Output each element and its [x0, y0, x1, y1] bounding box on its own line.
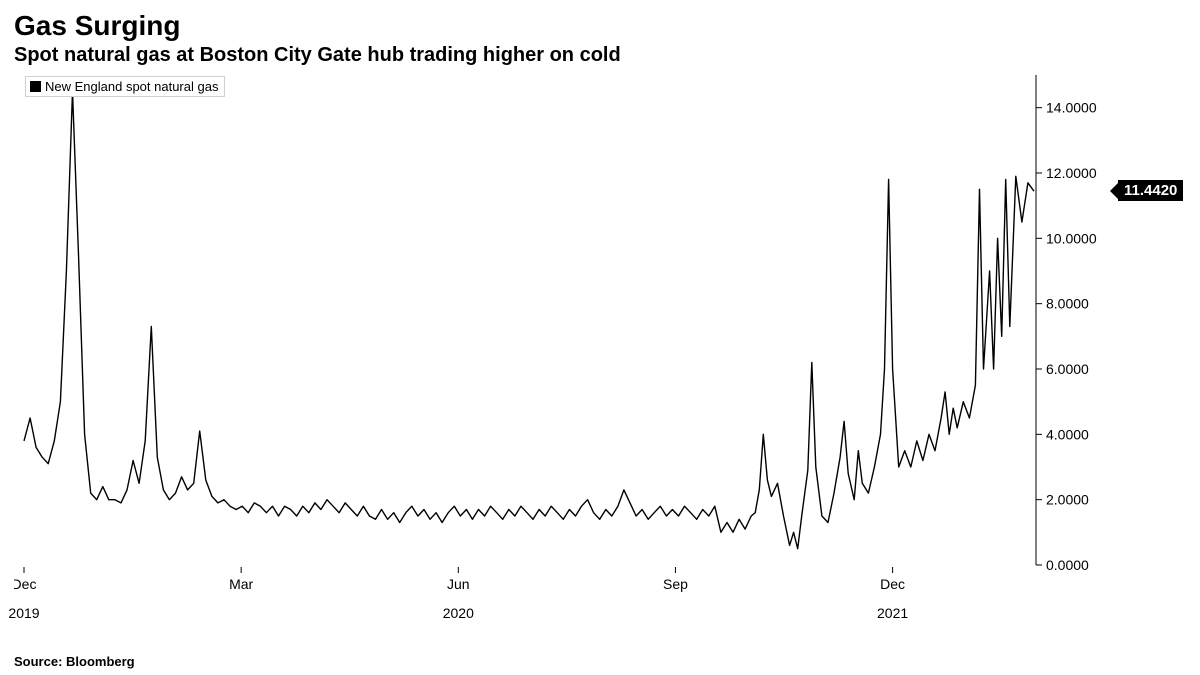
svg-text:Sep: Sep	[663, 576, 688, 592]
svg-text:2.0000: 2.0000	[1046, 492, 1089, 508]
last-value-text: 11.4420	[1124, 182, 1177, 199]
svg-text:Dec: Dec	[14, 576, 36, 592]
x-year-label: 2021	[877, 605, 908, 621]
svg-text:Jun: Jun	[447, 576, 470, 592]
svg-text:8.0000: 8.0000	[1046, 296, 1089, 312]
legend-swatch	[30, 81, 41, 92]
legend: New England spot natural gas	[25, 76, 225, 97]
svg-text:10.0000: 10.0000	[1046, 230, 1097, 246]
chart-plot-area: New England spot natural gas 0.0000 2.000…	[14, 75, 1186, 635]
source-attribution: Source: Bloomberg	[14, 654, 135, 669]
svg-text:6.0000: 6.0000	[1046, 361, 1089, 377]
line-chart-svg: 0.0000 2.0000 4.0000 6.0000 8.0000 10.0000 12.…	[14, 75, 1186, 635]
chart-title: Gas Surging	[14, 10, 1186, 42]
svg-text:14.0000: 14.0000	[1046, 100, 1097, 116]
x-year-label: 2020	[443, 605, 474, 621]
svg-text:Dec: Dec	[880, 576, 905, 592]
chart-subtitle: Spot natural gas at Boston City Gate hub…	[14, 44, 1186, 67]
chart-container: Gas Surging Spot natural gas at Boston C…	[0, 0, 1200, 675]
last-value-tag: 11.4420	[1118, 180, 1183, 201]
svg-text:4.0000: 4.0000	[1046, 426, 1089, 442]
svg-text:Mar: Mar	[229, 576, 253, 592]
x-year-label: 2019	[8, 605, 39, 621]
svg-text:12.0000: 12.0000	[1046, 165, 1097, 181]
legend-label: New England spot natural gas	[45, 79, 218, 94]
svg-text:0.0000: 0.0000	[1046, 557, 1089, 573]
